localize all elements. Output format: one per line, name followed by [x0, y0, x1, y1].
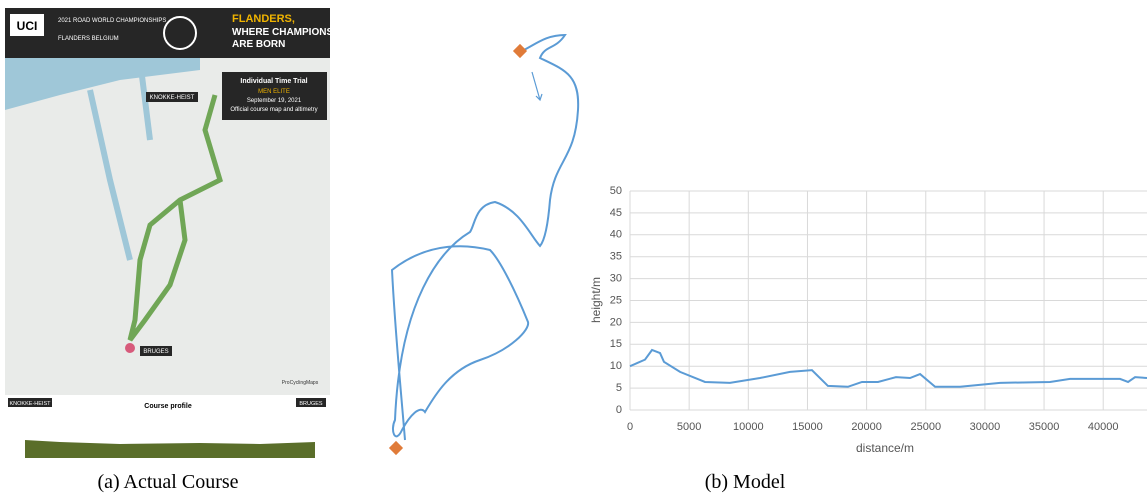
credit: ProCyclingMaps	[282, 380, 319, 386]
y-tick-label: 5	[616, 382, 622, 394]
figure: UCI 2021 ROAD WORLD CHAMPIONSHIPS FLANDE…	[0, 0, 1147, 504]
y-axis-label: height/m	[589, 277, 603, 323]
slogan: FLANDERS,	[232, 13, 295, 25]
y-tick-label: 40	[610, 229, 622, 241]
direction-arrow	[532, 72, 542, 100]
caption: (a) Actual Course	[97, 471, 238, 493]
y-tick-label: 20	[610, 316, 622, 328]
y-tick-label: 10	[610, 360, 622, 372]
x-tick-label: 10000	[733, 421, 764, 433]
x-tick-label: 15000	[792, 421, 823, 433]
finish-marker	[125, 343, 135, 353]
profile-start: KNOKKE-HEIST	[10, 401, 52, 407]
y-tick-label: 15	[610, 338, 622, 350]
category: MEN ELITE	[258, 89, 290, 95]
x-tick-label: 40000	[1088, 421, 1119, 433]
slogan: WHERE CHAMPIONS	[232, 27, 333, 38]
event: Individual Time Trial	[240, 78, 307, 85]
x-tick-label: 25000	[910, 421, 941, 433]
finish-label: BRUGES	[143, 349, 168, 355]
date: September 19, 2021	[247, 98, 302, 104]
caption: (b) Model	[705, 471, 786, 493]
y-tick-label: 50	[610, 185, 622, 197]
x-axis-label: distance/m	[856, 441, 914, 455]
x-tick-label: 5000	[677, 421, 701, 433]
x-tick-label: 35000	[1029, 421, 1060, 433]
data-line	[630, 350, 1147, 387]
start-label: KNOKKE-HEIST	[150, 95, 195, 101]
course-path	[392, 35, 578, 440]
map-subtitle: Official course map and altimetry	[230, 107, 317, 113]
championship: 2021 ROAD WORLD CHAMPIONSHIPS	[58, 18, 166, 24]
profile-title: Course profile	[144, 403, 192, 410]
y-tick-label: 0	[616, 404, 622, 416]
y-tick-label: 30	[610, 273, 622, 285]
profile-finish: BRUGES	[299, 401, 323, 407]
y-tick-label: 25	[610, 294, 622, 306]
start-marker	[513, 44, 527, 58]
slogan: ARE BORN	[232, 39, 285, 50]
x-tick-label: 20000	[851, 421, 882, 433]
badge-text: UCI	[17, 19, 38, 33]
page: UCI 2021 ROAD WORLD CHAMPIONSHIPS FLANDE…	[0, 0, 1147, 504]
y-tick-label: 45	[610, 207, 622, 219]
host: FLANDERS BELGIUM	[58, 36, 119, 42]
x-tick-label: 30000	[970, 421, 1001, 433]
end-marker	[389, 441, 403, 455]
y-tick-label: 35	[610, 251, 622, 263]
x-tick-label: 0	[627, 421, 633, 433]
